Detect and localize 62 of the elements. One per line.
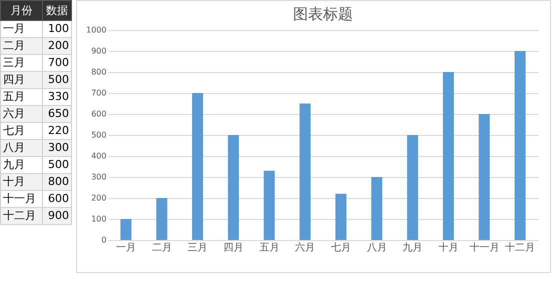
x-tick-label: 二月: [152, 242, 172, 254]
text: 600: [42, 190, 72, 208]
bar: [192, 93, 204, 240]
bar: [442, 72, 454, 240]
bar: [300, 104, 311, 240]
text: 七月: [0, 122, 42, 140]
bar: [228, 135, 239, 240]
text: 一月: [0, 20, 42, 38]
y-tick-label: 500: [91, 130, 106, 140]
text: 100: [42, 20, 72, 38]
x-tick-label: 三月: [188, 242, 208, 254]
text: 220: [42, 122, 72, 140]
y-tick-label: 200: [91, 194, 106, 202]
x-tick-label: 九月: [402, 242, 423, 254]
bar: [407, 135, 418, 240]
text: 700: [42, 54, 72, 72]
y-tick-label: 300: [91, 172, 106, 182]
x-tick-label: 七月: [330, 242, 351, 254]
text: 500: [42, 72, 72, 88]
text: 500: [42, 156, 72, 174]
bar: [156, 198, 168, 240]
text: 330: [42, 88, 72, 106]
bar: [514, 51, 526, 240]
x-tick-label: 四月: [223, 242, 244, 254]
bar: [120, 219, 132, 240]
text: 五月: [0, 88, 42, 106]
y-tick-label: 800: [91, 68, 106, 76]
x-tick-label: 十月: [438, 242, 458, 254]
text: 200: [42, 38, 72, 54]
bar: [478, 114, 490, 240]
text: 二月: [0, 38, 42, 54]
y-tick-label: 400: [91, 152, 106, 160]
bar: [264, 170, 275, 240]
y-tick-label: 600: [91, 110, 106, 118]
x-tick-label: 六月: [295, 242, 316, 254]
text: 800: [42, 174, 72, 190]
bar: [335, 194, 346, 240]
y-tick-label: 1000: [86, 26, 106, 34]
text: 数据: [42, 0, 72, 20]
bar: [371, 177, 382, 240]
x-tick-label: 五月: [259, 242, 280, 254]
x-tick-label: 八月: [366, 242, 387, 254]
y-tick-label: 900: [91, 46, 106, 56]
text: 650: [42, 106, 72, 122]
y-tick-label: 0: [101, 236, 106, 244]
text: 三月: [0, 54, 42, 72]
text: 300: [42, 140, 72, 156]
x-tick-label: 十二月: [505, 242, 536, 254]
text: 四月: [0, 72, 42, 88]
text: 900: [42, 208, 72, 224]
x-tick-label: 十一月: [469, 242, 500, 254]
y-tick-label: 700: [91, 88, 106, 98]
text: 月份: [0, 0, 42, 20]
text: 十一月: [0, 190, 42, 208]
x-tick-label: 一月: [116, 242, 136, 254]
text: 八月: [0, 140, 42, 156]
text: 十二月: [0, 208, 42, 224]
text: 六月: [0, 106, 42, 122]
chart-title: 图表标题: [293, 5, 353, 23]
y-tick-label: 100: [91, 214, 106, 224]
text: 九月: [0, 156, 42, 174]
text: 十月: [0, 174, 42, 190]
